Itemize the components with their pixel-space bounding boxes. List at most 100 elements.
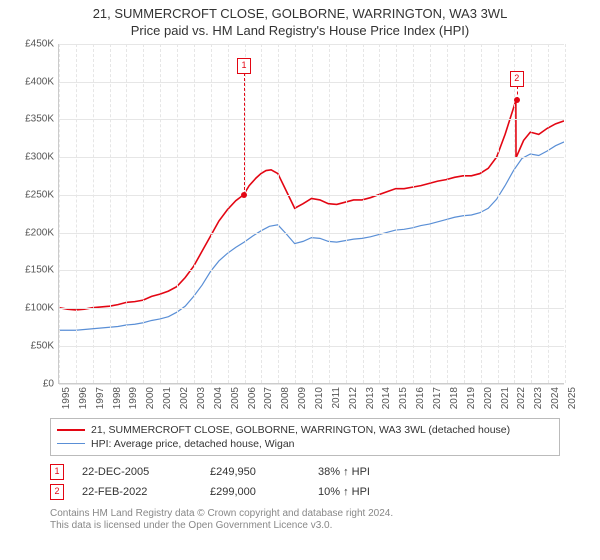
vgridline bbox=[177, 44, 178, 383]
sales-row-date: 22-FEB-2022 bbox=[82, 486, 192, 498]
sales-row-delta: 10% ↑ HPI bbox=[318, 486, 370, 498]
vgridline bbox=[312, 44, 313, 383]
legend-swatch bbox=[57, 443, 85, 444]
x-tick-label: 2021 bbox=[500, 387, 511, 409]
y-tick-label: £150K bbox=[4, 265, 54, 276]
legend-label: HPI: Average price, detached house, Wiga… bbox=[91, 438, 295, 450]
x-tick-label: 2016 bbox=[415, 387, 426, 409]
vgridline bbox=[261, 44, 262, 383]
x-tick-label: 2003 bbox=[196, 387, 207, 409]
legend-row: HPI: Average price, detached house, Wiga… bbox=[57, 437, 553, 451]
vgridline bbox=[93, 44, 94, 383]
sale-marker: 1 bbox=[237, 58, 251, 74]
y-tick-label: £400K bbox=[4, 76, 54, 87]
x-tick-label: 2018 bbox=[449, 387, 460, 409]
sale-dot bbox=[514, 97, 520, 103]
sales-table: 1 22-DEC-2005 £249,950 38% ↑ HPI 2 22-FEB-202… bbox=[50, 462, 600, 502]
x-tick-label: 2015 bbox=[398, 387, 409, 409]
x-tick-label: 1995 bbox=[61, 387, 72, 409]
vgridline bbox=[430, 44, 431, 383]
vgridline bbox=[481, 44, 482, 383]
sale-dropline bbox=[244, 73, 245, 194]
chart-title-block: 21, SUMMERCROFT CLOSE, GOLBORNE, WARRING… bbox=[0, 0, 600, 40]
y-tick-label: £50K bbox=[4, 341, 54, 352]
x-tick-label: 2007 bbox=[263, 387, 274, 409]
vgridline bbox=[143, 44, 144, 383]
x-tick-label: 2019 bbox=[466, 387, 477, 409]
vgridline bbox=[363, 44, 364, 383]
y-tick-label: £200K bbox=[4, 227, 54, 238]
y-tick-label: £250K bbox=[4, 189, 54, 200]
vgridline bbox=[160, 44, 161, 383]
y-tick-label: £0 bbox=[4, 378, 54, 389]
sales-table-row: 2 22-FEB-2022 £299,000 10% ↑ HPI bbox=[50, 482, 600, 502]
x-tick-label: 1998 bbox=[112, 387, 123, 409]
sales-row-date: 22-DEC-2005 bbox=[82, 466, 192, 478]
y-tick-label: £300K bbox=[4, 152, 54, 163]
x-tick-label: 2004 bbox=[213, 387, 224, 409]
sales-row-marker: 2 bbox=[50, 484, 64, 500]
x-tick-label: 2011 bbox=[331, 387, 342, 409]
vgridline bbox=[278, 44, 279, 383]
gridline bbox=[59, 384, 564, 385]
x-tick-label: 2009 bbox=[297, 387, 308, 409]
x-tick-label: 2013 bbox=[365, 387, 376, 409]
x-tick-label: 2020 bbox=[483, 387, 494, 409]
x-tick-label: 2006 bbox=[247, 387, 258, 409]
vgridline bbox=[379, 44, 380, 383]
legend-box: 21, SUMMERCROFT CLOSE, GOLBORNE, WARRING… bbox=[50, 418, 560, 456]
x-tick-label: 1997 bbox=[95, 387, 106, 409]
sales-row-price: £299,000 bbox=[210, 486, 300, 498]
vgridline bbox=[514, 44, 515, 383]
x-tick-label: 2022 bbox=[516, 387, 527, 409]
vgridline bbox=[228, 44, 229, 383]
x-tick-label: 2017 bbox=[432, 387, 443, 409]
vgridline bbox=[531, 44, 532, 383]
x-tick-label: 2024 bbox=[550, 387, 561, 409]
x-tick-label: 2010 bbox=[314, 387, 325, 409]
attribution-line1: Contains HM Land Registry data © Crown c… bbox=[50, 508, 600, 521]
vgridline bbox=[447, 44, 448, 383]
attribution-line2: This data is licensed under the Open Gov… bbox=[50, 520, 600, 533]
legend-row: 21, SUMMERCROFT CLOSE, GOLBORNE, WARRING… bbox=[57, 423, 553, 437]
sales-row-price: £249,950 bbox=[210, 466, 300, 478]
vgridline bbox=[76, 44, 77, 383]
sales-row-delta: 38% ↑ HPI bbox=[318, 466, 370, 478]
x-tick-label: 2005 bbox=[230, 387, 241, 409]
chart-area: 12 £0£50K£100K£150K£200K£250K£300K£350K£… bbox=[8, 44, 568, 414]
vgridline bbox=[464, 44, 465, 383]
legend-label: 21, SUMMERCROFT CLOSE, GOLBORNE, WARRING… bbox=[91, 424, 510, 436]
x-tick-label: 2025 bbox=[567, 387, 578, 409]
x-tick-label: 2023 bbox=[533, 387, 544, 409]
x-tick-label: 1996 bbox=[78, 387, 89, 409]
vgridline bbox=[126, 44, 127, 383]
chart-title-line1: 21, SUMMERCROFT CLOSE, GOLBORNE, WARRING… bbox=[0, 6, 600, 23]
x-tick-label: 2001 bbox=[162, 387, 173, 409]
sale-marker: 2 bbox=[510, 71, 524, 87]
vgridline bbox=[413, 44, 414, 383]
x-tick-label: 2008 bbox=[280, 387, 291, 409]
vgridline bbox=[346, 44, 347, 383]
x-tick-label: 1999 bbox=[128, 387, 139, 409]
x-tick-label: 2014 bbox=[381, 387, 392, 409]
y-tick-label: £350K bbox=[4, 114, 54, 125]
vgridline bbox=[329, 44, 330, 383]
vgridline bbox=[211, 44, 212, 383]
x-tick-label: 2002 bbox=[179, 387, 190, 409]
x-tick-label: 2012 bbox=[348, 387, 359, 409]
x-tick-label: 2000 bbox=[145, 387, 156, 409]
vgridline bbox=[110, 44, 111, 383]
vgridline bbox=[565, 44, 566, 383]
vgridline bbox=[295, 44, 296, 383]
sale-dot bbox=[241, 192, 247, 198]
vgridline bbox=[498, 44, 499, 383]
legend-swatch bbox=[57, 429, 85, 431]
chart-title-line2: Price paid vs. HM Land Registry's House … bbox=[0, 23, 600, 40]
vgridline bbox=[59, 44, 60, 383]
sales-table-row: 1 22-DEC-2005 £249,950 38% ↑ HPI bbox=[50, 462, 600, 482]
y-tick-label: £100K bbox=[4, 303, 54, 314]
vgridline bbox=[396, 44, 397, 383]
plot-area: 12 bbox=[58, 44, 564, 384]
vgridline bbox=[548, 44, 549, 383]
sales-row-marker: 1 bbox=[50, 464, 64, 480]
